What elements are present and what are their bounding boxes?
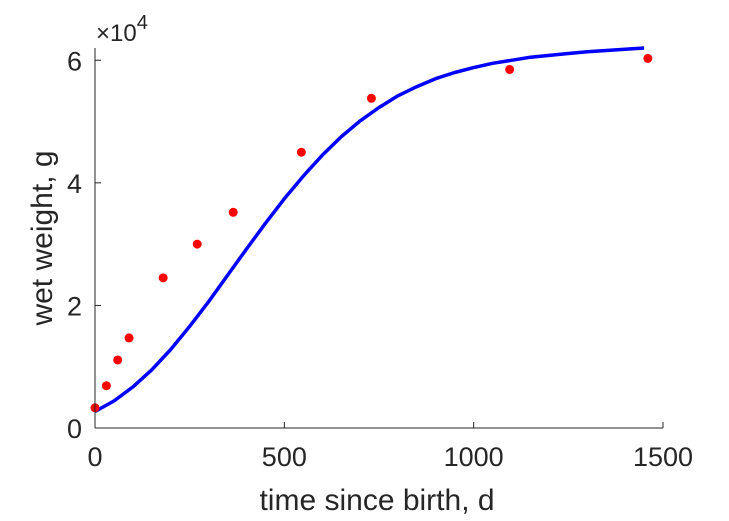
fit-curve-line — [94, 46, 645, 414]
axes — [94, 48, 663, 429]
y-tick-label: 2 — [67, 291, 82, 321]
y-exponent-label: ×104 — [96, 12, 148, 47]
y-exponent-power: 4 — [137, 12, 148, 34]
data-point — [505, 64, 515, 74]
data-point — [366, 93, 376, 103]
data-point — [228, 207, 238, 217]
y-axis-label: wet weight, g — [26, 150, 59, 326]
y-exponent-prefix: ×10 — [96, 20, 137, 47]
x-tick-label: 500 — [262, 442, 307, 472]
data-point — [124, 333, 134, 343]
x-tick-label: 0 — [87, 442, 102, 472]
x-tick-label: 1500 — [633, 442, 693, 472]
y-tick-label: 0 — [67, 414, 82, 444]
ticks: 0 500 1000 1500 0 2 4 6 — [67, 46, 693, 472]
data-point — [192, 239, 202, 249]
data-point — [296, 147, 306, 157]
x-axis-label: time since birth, d — [259, 484, 494, 517]
data-point — [101, 381, 111, 391]
data-point — [113, 355, 123, 365]
data-point — [643, 53, 653, 63]
plot-area — [90, 46, 653, 414]
y-tick-label: 6 — [67, 46, 82, 76]
data-point — [158, 273, 168, 283]
y-tick-label: 4 — [67, 169, 82, 199]
x-tick-label: 1000 — [444, 442, 504, 472]
